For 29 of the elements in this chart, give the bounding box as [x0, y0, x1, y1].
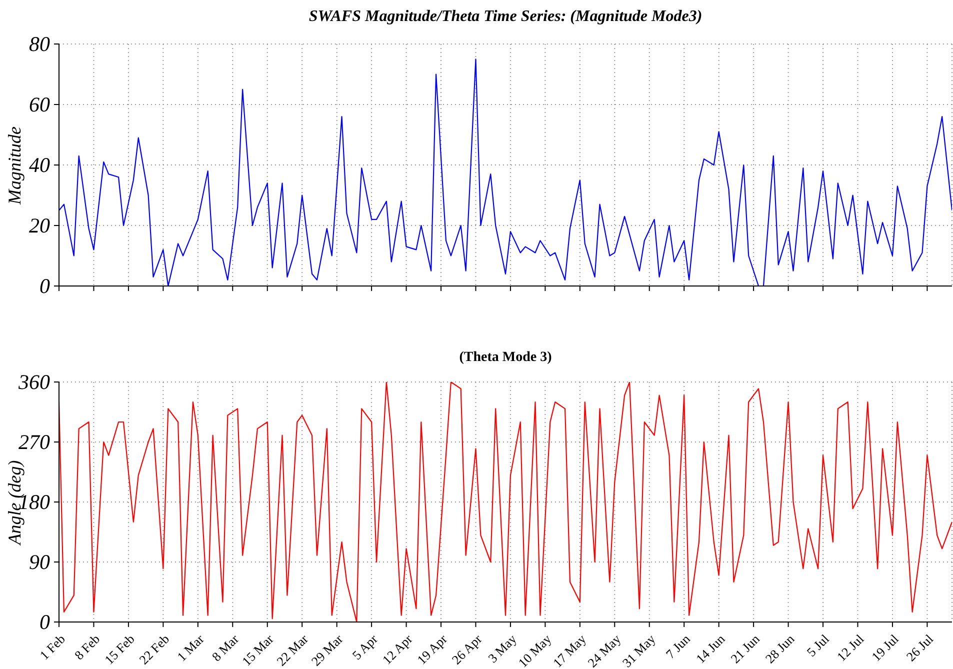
y-axis-title: Magnitude	[4, 126, 26, 204]
y-tick-label: 360	[18, 370, 50, 394]
x-tick-label: 7 Jun	[662, 630, 694, 662]
x-tick-label: 14 Jun	[692, 630, 728, 666]
x-tick-label: 1 Mar	[174, 630, 208, 664]
y-tick-label: 80	[29, 32, 50, 56]
y-tick-label: 20	[29, 214, 50, 238]
chart-title: (Theta Mode 3)	[458, 350, 553, 366]
y-tick-label: 40	[29, 153, 50, 177]
y-tick-label: 270	[18, 430, 50, 454]
x-tick-label: 8 Feb	[71, 631, 103, 663]
x-tick-label: 26 Jul	[903, 631, 936, 664]
x-tick-label: 15 Feb	[101, 631, 138, 668]
x-tick-label: 22 Feb	[136, 631, 172, 668]
x-tick-label: 12 Apr	[379, 630, 416, 668]
chart-title: SWAFS Magnitude/Theta Time Series: (Magnitude Mode3)	[308, 8, 704, 26]
y-tick-label: 0	[40, 610, 50, 634]
y-tick-label: 90	[29, 550, 50, 574]
x-tick-label: 21 Jun	[728, 630, 763, 666]
x-tick-label: 19 Apr	[414, 630, 450, 668]
x-tick-label: 5 Apr	[349, 630, 381, 663]
x-tick-label: 28 Jun	[762, 630, 798, 666]
x-tick-label: 5 Jul	[804, 631, 832, 660]
y-tick-label: 60	[29, 92, 50, 116]
x-tick-label: 1 Feb	[36, 631, 68, 663]
y-tick-label: 0	[40, 274, 50, 298]
x-tick-label: 12 Jul	[834, 631, 867, 664]
x-tick-label: 26 Apr	[448, 630, 486, 668]
x-tick-label: 19 Jul	[868, 631, 902, 664]
